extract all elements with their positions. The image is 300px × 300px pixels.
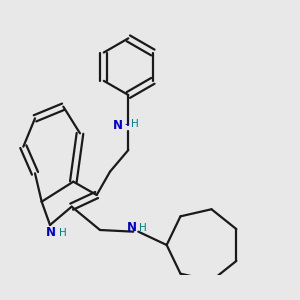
Text: N: N — [113, 118, 123, 131]
Text: -: - — [124, 118, 129, 131]
Text: H: H — [59, 228, 67, 238]
Text: N: N — [46, 226, 56, 239]
Text: H: H — [131, 119, 139, 129]
Text: H: H — [139, 223, 146, 233]
Text: N: N — [127, 221, 137, 234]
